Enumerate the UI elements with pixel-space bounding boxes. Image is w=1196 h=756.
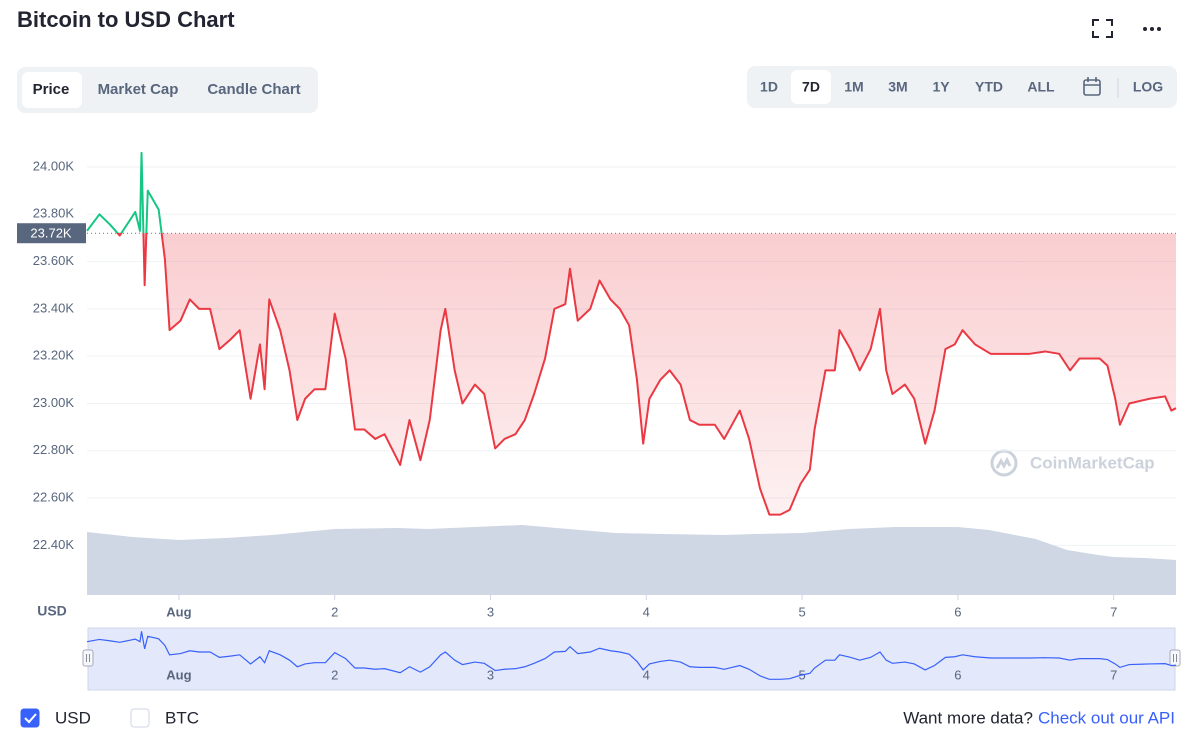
x-tick-label: 3 [487,604,494,619]
y-tick-label: 23.40K [33,300,75,315]
navigator-tick-label: 7 [1110,667,1117,682]
range-button[interactable]: 1M [844,79,863,95]
range-button[interactable]: 1D [760,79,778,95]
x-tick-label: 2 [331,604,338,619]
chart-title: Bitcoin to USD Chart [17,7,235,32]
y-tick-label: 24.00K [33,158,75,173]
tab[interactable]: Market Cap [98,81,179,98]
volume-area [87,525,1176,595]
range-button[interactable]: 3M [888,79,907,95]
price-area [87,233,1176,515]
legend-label[interactable]: BTC [165,708,199,727]
navigator[interactable] [87,627,1176,691]
log-button[interactable]: LOG [1133,79,1163,95]
api-link[interactable]: Check out our API [1038,708,1175,727]
navigator-tick-label: 2 [331,667,338,682]
price-line [86,151,1177,516]
range-button[interactable]: 7D [802,79,820,95]
navigator-tick-label: 6 [954,667,961,682]
x-tick-label: 6 [954,604,961,619]
y-tick-label: 22.60K [33,489,75,504]
y-tick-label: 23.20K [33,348,75,363]
fullscreen-icon[interactable] [1092,19,1113,38]
reference-label: 23.72K [30,226,72,241]
tab-group [17,67,318,113]
checkbox[interactable] [20,708,40,728]
calendar-icon[interactable] [1083,77,1101,96]
more-icon[interactable] [1143,27,1161,31]
checkbox[interactable] [130,708,150,728]
reference-label-bg [17,223,86,244]
y-unit-label: USD [37,603,67,619]
y-tick-label: 23.80K [33,206,75,221]
range-button[interactable]: ALL [1027,79,1055,95]
navigator-tick-label: 3 [487,667,494,682]
y-tick-label: 23.60K [33,253,75,268]
navigator-handle[interactable] [1169,649,1181,667]
watermark: CoinMarketCap [1030,453,1155,472]
watermark-logo [990,449,1018,477]
range-button[interactable]: 1Y [932,79,950,95]
y-tick-label: 22.40K [33,537,75,552]
x-tick-label: 5 [798,604,805,619]
tab[interactable]: Candle Chart [207,81,300,98]
tab-active-bg [22,72,82,108]
x-tick-label: 7 [1110,604,1117,619]
y-tick-label: 23.00K [33,395,75,410]
x-tick-label: 4 [643,604,650,619]
range-group [747,66,1177,108]
x-tick-label: Aug [166,604,191,619]
range-button[interactable]: YTD [975,79,1003,95]
y-tick-label: 22.80K [33,442,75,457]
tab[interactable]: Price [33,81,70,98]
checkmark [24,713,37,724]
range-active-bg [791,70,831,104]
legend-label[interactable]: USD [55,708,91,727]
navigator-tick-label: 4 [643,667,650,682]
navigator-line [86,631,1177,680]
navigator-handle[interactable] [82,649,94,667]
navigator-tick-label: Aug [166,667,191,682]
footer-prompt: Want more data? [903,708,1033,727]
